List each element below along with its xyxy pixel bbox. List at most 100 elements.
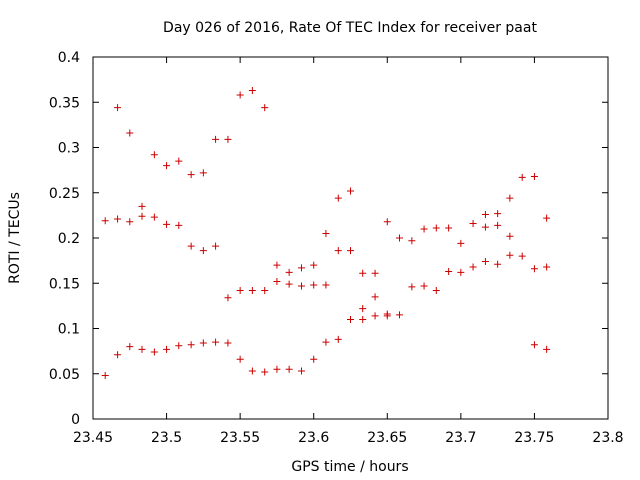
data-point bbox=[518, 173, 526, 181]
x-tick-label: 23.6 bbox=[298, 430, 329, 446]
data-point bbox=[285, 280, 293, 288]
y-tick-label: 0.05 bbox=[49, 367, 80, 383]
plot-frame-group bbox=[92, 56, 609, 420]
plot-area-frame bbox=[92, 56, 609, 420]
data-points bbox=[101, 86, 551, 380]
data-point bbox=[543, 345, 551, 353]
y-tick-labels: 0 0.05 0.1 0.15 0.2 0.25 0.3 0.35 0.4 bbox=[49, 50, 80, 428]
data-point bbox=[469, 220, 477, 228]
data-point bbox=[248, 367, 256, 375]
data-point bbox=[101, 217, 109, 225]
data-point bbox=[530, 341, 538, 349]
data-point bbox=[101, 372, 109, 380]
data-point bbox=[445, 267, 453, 275]
data-point bbox=[445, 224, 453, 232]
data-point bbox=[310, 355, 318, 363]
y-tick-label: 0.2 bbox=[58, 231, 80, 247]
data-point bbox=[432, 224, 440, 232]
data-point bbox=[298, 264, 306, 272]
data-point bbox=[248, 86, 256, 94]
data-point bbox=[175, 342, 183, 350]
data-point bbox=[347, 247, 354, 255]
data-point bbox=[138, 345, 146, 353]
data-point bbox=[114, 351, 122, 359]
x-tick-label: 23.45 bbox=[73, 430, 113, 446]
data-point bbox=[494, 210, 502, 218]
data-point bbox=[457, 239, 465, 247]
y-tick-label: 0 bbox=[71, 412, 80, 428]
data-point bbox=[543, 214, 551, 222]
data-point bbox=[126, 343, 134, 351]
data-point bbox=[457, 268, 465, 276]
data-point bbox=[199, 247, 207, 255]
data-point bbox=[163, 220, 171, 228]
data-point bbox=[371, 293, 379, 301]
data-point bbox=[494, 260, 502, 268]
data-point bbox=[395, 234, 403, 242]
data-point bbox=[481, 258, 489, 266]
data-point bbox=[371, 312, 379, 320]
y-tick-label: 0.4 bbox=[58, 50, 80, 66]
data-point bbox=[187, 242, 195, 250]
data-point bbox=[395, 311, 403, 319]
data-point bbox=[273, 277, 281, 285]
data-point bbox=[310, 281, 318, 289]
data-point bbox=[334, 335, 342, 343]
data-point bbox=[212, 242, 220, 250]
data-point bbox=[469, 263, 477, 271]
data-point bbox=[261, 104, 269, 112]
data-point bbox=[236, 91, 244, 99]
data-point bbox=[481, 223, 489, 231]
x-tick-label: 23.5 bbox=[151, 430, 182, 446]
x-tick-label: 23.7 bbox=[445, 430, 476, 446]
data-point bbox=[224, 135, 232, 143]
data-point bbox=[248, 286, 256, 294]
data-point bbox=[224, 339, 232, 347]
data-point bbox=[530, 265, 538, 273]
data-point bbox=[212, 135, 220, 143]
data-point bbox=[530, 172, 538, 180]
x-tick-labels: 23.45 23.5 23.55 23.6 23.65 23.7 23.75 23.8 bbox=[73, 430, 624, 446]
data-point bbox=[224, 294, 232, 302]
y-tick-label: 0.1 bbox=[58, 322, 80, 338]
data-point bbox=[322, 338, 330, 346]
data-point bbox=[273, 261, 281, 269]
data-point bbox=[163, 345, 171, 353]
data-point bbox=[347, 187, 354, 195]
data-point bbox=[273, 365, 281, 373]
data-point bbox=[175, 221, 183, 229]
data-point bbox=[298, 367, 306, 375]
x-tick-label: 23.55 bbox=[220, 430, 260, 446]
data-point bbox=[199, 339, 207, 347]
data-point bbox=[285, 268, 293, 276]
data-point bbox=[432, 286, 440, 294]
data-point bbox=[371, 269, 379, 277]
data-point bbox=[175, 157, 183, 165]
data-point bbox=[138, 202, 146, 210]
data-point bbox=[114, 104, 122, 112]
y-tick-label: 0.35 bbox=[49, 95, 80, 111]
y-tick-label: 0.25 bbox=[49, 186, 80, 202]
data-point bbox=[322, 229, 330, 237]
data-point bbox=[359, 315, 367, 323]
y-tick-label: 0.3 bbox=[58, 141, 80, 157]
data-point bbox=[383, 312, 391, 320]
data-point bbox=[236, 355, 244, 363]
x-axis-label: GPS time / hours bbox=[291, 459, 408, 475]
data-point bbox=[150, 151, 158, 159]
data-point bbox=[506, 194, 514, 202]
data-point bbox=[359, 305, 367, 313]
data-point bbox=[334, 194, 342, 202]
data-point bbox=[481, 210, 489, 218]
data-point bbox=[420, 225, 428, 233]
data-point bbox=[150, 348, 158, 356]
data-point bbox=[212, 338, 220, 346]
data-point bbox=[506, 232, 514, 240]
data-point bbox=[114, 215, 122, 223]
data-point bbox=[163, 162, 171, 170]
data-point bbox=[518, 252, 526, 260]
data-point bbox=[126, 129, 134, 137]
data-point bbox=[310, 261, 318, 269]
data-point bbox=[322, 281, 330, 289]
